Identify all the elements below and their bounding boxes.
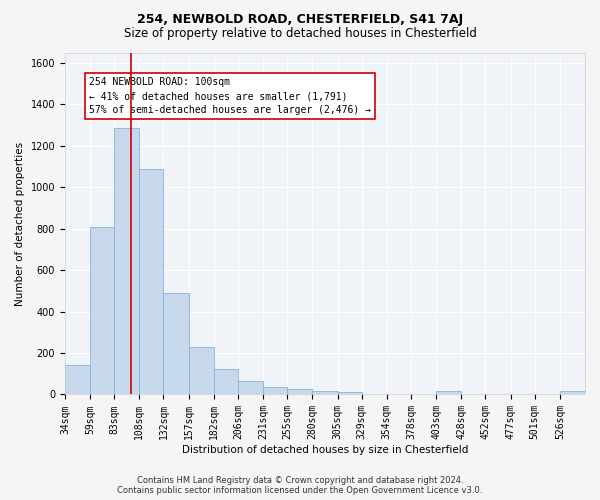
- Bar: [188, 347, 214, 395]
- Bar: [313, 392, 338, 394]
- Bar: [238, 381, 263, 394]
- Bar: [214, 368, 238, 394]
- Bar: [338, 392, 362, 394]
- Bar: [287, 389, 313, 394]
- Bar: [436, 391, 461, 394]
- Bar: [65, 366, 90, 394]
- Text: 254 NEWBOLD ROAD: 100sqm
← 41% of detached houses are smaller (1,791)
57% of sem: 254 NEWBOLD ROAD: 100sqm ← 41% of detach…: [89, 78, 371, 116]
- Text: Size of property relative to detached houses in Chesterfield: Size of property relative to detached ho…: [124, 28, 476, 40]
- Bar: [114, 128, 139, 394]
- Text: 254, NEWBOLD ROAD, CHESTERFIELD, S41 7AJ: 254, NEWBOLD ROAD, CHESTERFIELD, S41 7AJ: [137, 12, 463, 26]
- Bar: [263, 386, 287, 394]
- Bar: [560, 391, 585, 394]
- Bar: [139, 168, 163, 394]
- Y-axis label: Number of detached properties: Number of detached properties: [15, 142, 25, 306]
- Text: Contains HM Land Registry data © Crown copyright and database right 2024.
Contai: Contains HM Land Registry data © Crown c…: [118, 476, 482, 495]
- X-axis label: Distribution of detached houses by size in Chesterfield: Distribution of detached houses by size …: [182, 445, 468, 455]
- Bar: [163, 293, 188, 394]
- Bar: [90, 226, 114, 394]
